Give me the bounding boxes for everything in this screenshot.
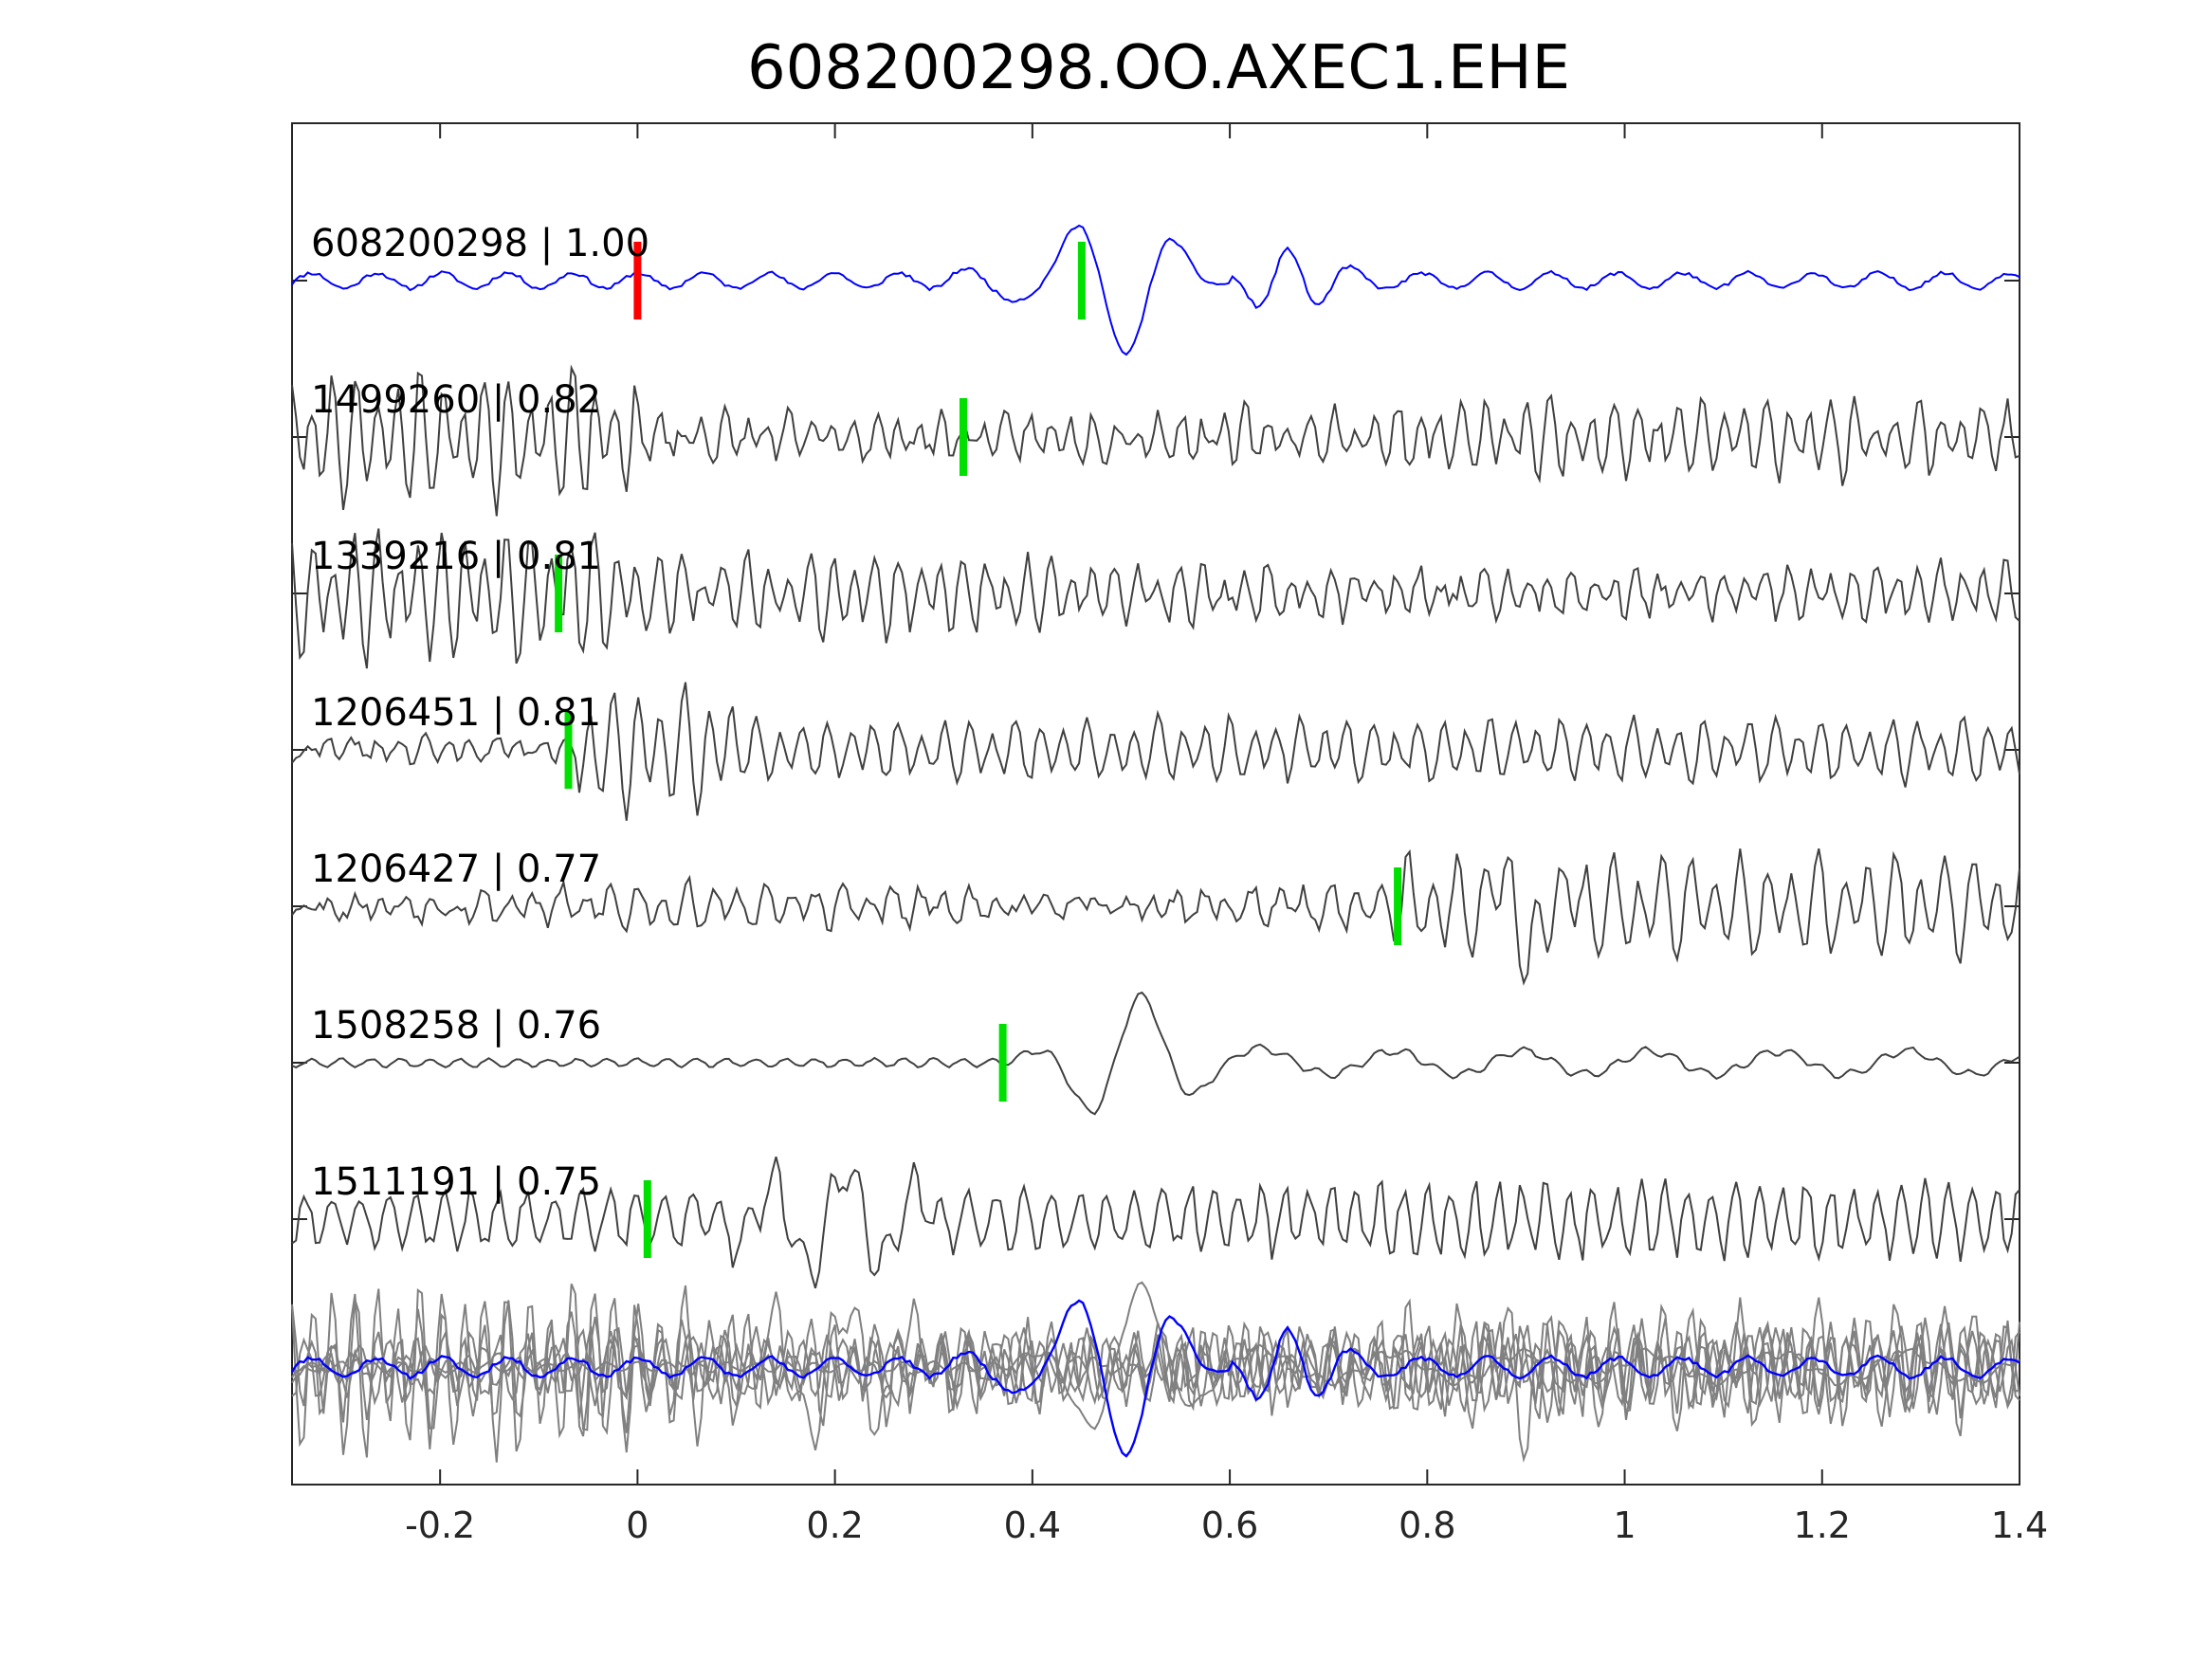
stacked-trace xyxy=(291,1288,2020,1458)
x-tick-label: 0.6 xyxy=(1201,1504,1258,1546)
x-tick-label: 1.4 xyxy=(1991,1504,2048,1546)
x-tick-label: 0 xyxy=(626,1504,649,1546)
stacked-master-trace xyxy=(290,1299,2020,1458)
x-tick-label: 1.2 xyxy=(1794,1504,1851,1546)
trace-label: 1206451 | 0.81 xyxy=(311,691,601,735)
x-tick-label: 1 xyxy=(1613,1504,1636,1546)
trace-waveform xyxy=(291,224,2020,356)
plot-area xyxy=(291,122,2020,1486)
trace-waveform xyxy=(291,682,2020,821)
x-tick-label: 0.2 xyxy=(806,1504,863,1546)
trace-waveform xyxy=(291,528,2020,669)
x-tick-label: 0.4 xyxy=(1004,1504,1061,1546)
stacked-trace xyxy=(291,1285,2020,1453)
trace-label: 1339216 | 0.81 xyxy=(311,535,601,578)
trace-label: 1206427 | 0.77 xyxy=(311,848,601,891)
x-tick-label: -0.2 xyxy=(405,1504,475,1546)
x-tick-label: 0.8 xyxy=(1398,1504,1455,1546)
trace-waveform xyxy=(291,1156,2020,1289)
trace-label: 1508258 | 0.76 xyxy=(311,1004,601,1048)
trace-group xyxy=(291,224,2020,1289)
stacked-traces xyxy=(290,1281,2020,1464)
trace-waveform xyxy=(291,848,2020,986)
trace-label: 1499260 | 0.82 xyxy=(311,378,601,422)
trace-label: 1511191 | 0.75 xyxy=(311,1160,601,1204)
x-axis: -0.2 0 0.2 0.4 0.6 0.8 1 1.2 1.4 xyxy=(405,123,2048,1546)
trace-labels: 608200298 | 1.00 1499260 | 0.82 1339216 | … xyxy=(311,222,649,1204)
trace-waveform xyxy=(291,991,2020,1116)
trace-label: 608200298 | 1.00 xyxy=(311,222,649,265)
trace-waveform xyxy=(291,364,2020,517)
chart-title: 608200298.OO.AXEC1.EHE xyxy=(747,33,1570,103)
